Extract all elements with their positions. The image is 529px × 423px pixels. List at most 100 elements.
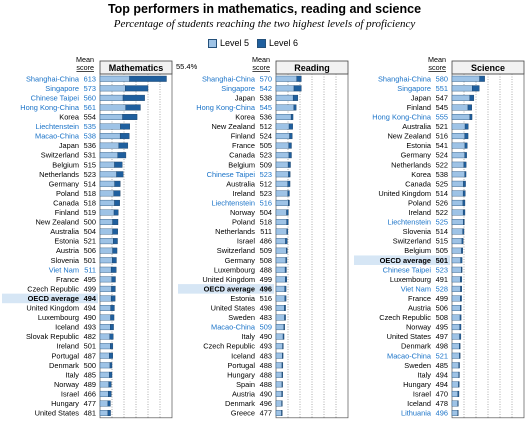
bar-level6 <box>288 171 291 178</box>
bar-level6 <box>463 180 466 187</box>
bar-level5 <box>451 133 466 140</box>
bar-level6 <box>290 113 294 120</box>
score-value: 508 <box>260 256 272 265</box>
bar-level6 <box>108 390 112 397</box>
country-label: Liechtenstein <box>35 122 79 131</box>
country-label: Finland <box>231 132 255 141</box>
bar-level6 <box>109 333 114 340</box>
panel-title-mathematics: Mathematics <box>109 63 164 73</box>
country-label: Lithuania <box>401 409 432 418</box>
bar-level6 <box>109 324 114 331</box>
bar-level5 <box>99 113 123 120</box>
legend-item-level5: Level 5 <box>208 38 249 48</box>
score-value: 555 <box>436 113 448 122</box>
country-label: Canada <box>405 179 432 188</box>
country-label: France <box>408 294 431 303</box>
bar-level6 <box>457 400 459 407</box>
bar-level5 <box>275 228 288 235</box>
country-label: Poland <box>408 198 431 207</box>
bar-level6 <box>459 314 462 321</box>
score-value: 521 <box>436 351 448 360</box>
score-value: 516 <box>260 198 272 207</box>
bar-level6 <box>112 238 118 245</box>
country-label: Germany <box>225 256 256 265</box>
bar-level5 <box>99 324 111 331</box>
bar-level5 <box>99 199 115 206</box>
score-value: 478 <box>436 399 448 408</box>
country-label: Denmark <box>225 399 255 408</box>
bar-level6 <box>284 314 286 321</box>
bar-level5 <box>451 228 463 235</box>
score-value: 524 <box>260 132 272 141</box>
score-value: 495 <box>436 323 448 332</box>
score-value: 496 <box>260 399 272 408</box>
country-label: Macao-China <box>211 323 256 332</box>
country-label: Japan <box>59 141 79 150</box>
country-label: Viet Nam <box>49 265 79 274</box>
bar-level6 <box>462 209 466 216</box>
score-value: 483 <box>260 351 272 360</box>
bar-level6 <box>461 238 464 245</box>
bar-level5 <box>451 371 459 378</box>
bar-level6 <box>459 352 461 359</box>
bar-level5 <box>99 362 111 369</box>
bar-level6 <box>111 285 116 292</box>
score-value: 494 <box>84 294 97 303</box>
bar-level5 <box>275 190 289 197</box>
country-label: Italy <box>241 332 255 341</box>
bar-level5 <box>99 247 113 254</box>
bar-level6 <box>113 209 119 216</box>
score-value: 509 <box>260 323 272 332</box>
bar-level5 <box>99 209 115 216</box>
bar-level6 <box>118 142 129 149</box>
bar-level6 <box>479 75 485 82</box>
bar-level5 <box>99 314 111 321</box>
bar-level6 <box>458 381 460 388</box>
score-value: 498 <box>436 342 448 351</box>
country-label: Macao-China <box>387 351 432 360</box>
score-value: 499 <box>436 294 448 303</box>
bar-level6 <box>289 133 293 140</box>
score-value: 500 <box>84 361 96 370</box>
bar-level6 <box>284 266 287 273</box>
bar-level5 <box>275 352 283 359</box>
country-label: Denmark <box>49 361 79 370</box>
bar-level5 <box>451 85 473 92</box>
score-value: 573 <box>84 84 96 93</box>
country-label: Shanghai-China <box>202 74 256 83</box>
legend: Level 5 Level 6 <box>208 38 298 48</box>
bar-level5 <box>99 161 115 168</box>
score-value: 486 <box>260 237 272 246</box>
bar-level6 <box>287 161 291 168</box>
score-header-reading: score <box>252 63 270 72</box>
bar-level5 <box>451 75 480 82</box>
bar-level5 <box>451 324 461 331</box>
bar-level6 <box>463 161 467 168</box>
bar-level6 <box>120 123 130 130</box>
bar-level5 <box>275 285 285 292</box>
bar-level6 <box>283 324 285 331</box>
score-value: 466 <box>84 389 96 398</box>
score-value: 538 <box>260 93 272 102</box>
mean-header-mathematics: Mean <box>76 55 94 64</box>
bar-level6 <box>288 142 292 149</box>
score-value: 512 <box>260 122 272 131</box>
bar-level5 <box>99 257 113 264</box>
score-value: 509 <box>260 246 272 255</box>
score-value: 490 <box>260 389 272 398</box>
country-label: Slovenia <box>51 256 80 265</box>
country-label: Estonia <box>230 294 256 303</box>
bar-level5 <box>275 142 289 149</box>
country-label: Liechtenstein <box>211 198 255 207</box>
country-label: Norway <box>406 323 431 332</box>
score-value: 477 <box>84 399 96 408</box>
score-value: 518 <box>84 198 96 207</box>
panel-title-reading: Reading <box>294 63 330 73</box>
bar-level6 <box>112 247 118 254</box>
bar-level6 <box>458 371 460 378</box>
bar-level5 <box>275 123 290 130</box>
bar-level5 <box>99 171 117 178</box>
score-value: 511 <box>260 227 272 236</box>
bar-level6 <box>462 190 466 197</box>
score-value: 499 <box>260 275 272 284</box>
